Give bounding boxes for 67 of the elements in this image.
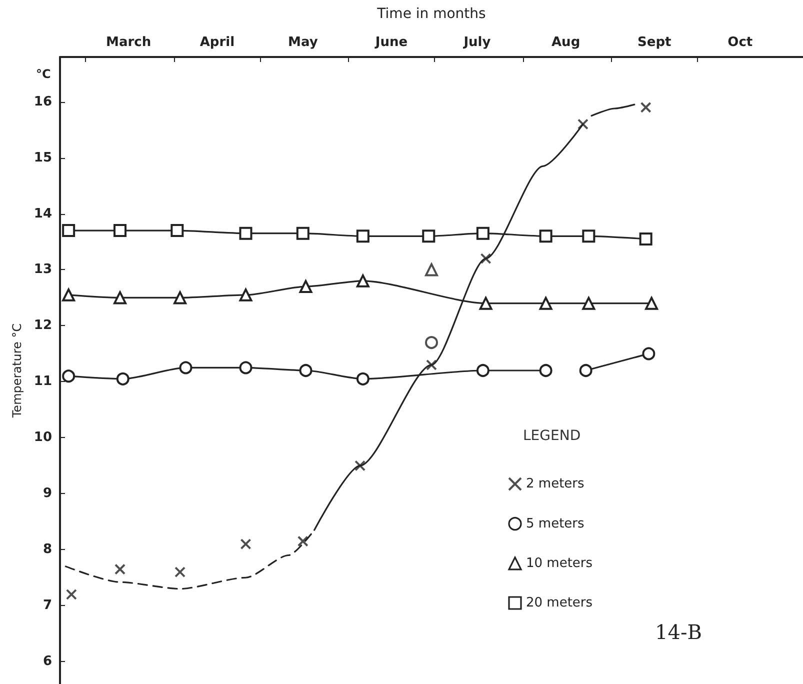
point [240, 538, 252, 550]
x-tick-label: Aug [552, 35, 580, 50]
point [539, 230, 552, 243]
legend-label: 20 meters [526, 596, 593, 610]
point [239, 288, 252, 302]
y-tick-label: 8 [42, 542, 52, 558]
y-tick-label: 16 [34, 94, 52, 110]
point [174, 566, 186, 578]
x-tick-label: April [200, 35, 235, 50]
legend-label: 10 meters [526, 556, 593, 571]
point [356, 372, 370, 386]
point [114, 224, 127, 238]
point [174, 291, 187, 304]
x-tick-label: May [288, 35, 318, 50]
point [116, 372, 130, 386]
point [476, 226, 490, 240]
point [356, 274, 370, 288]
y-tick-label: 11 [34, 374, 52, 390]
y-tick-label: 7 [42, 598, 52, 614]
point [114, 564, 126, 575]
y-tick-label: 10 [34, 430, 52, 446]
point [645, 296, 658, 310]
legend-label: 2 meters [526, 476, 585, 492]
x-tick-label: March [106, 35, 152, 50]
point [425, 263, 438, 276]
point [479, 296, 492, 310]
point [577, 118, 588, 130]
point [239, 226, 252, 240]
point [476, 364, 490, 377]
point [579, 364, 592, 377]
y-tick-label: 9 [42, 486, 52, 502]
point [582, 296, 596, 310]
point [539, 296, 552, 310]
x-tick-label: July [462, 35, 492, 50]
point [299, 280, 312, 294]
point [480, 253, 492, 264]
y-tick-label: 14 [34, 206, 52, 222]
point [642, 347, 656, 360]
x-axis-title: Time in months [376, 6, 486, 22]
point [539, 364, 552, 377]
point [354, 460, 366, 472]
point [297, 536, 308, 547]
point [640, 102, 652, 113]
point [179, 361, 192, 374]
text: °C [36, 67, 51, 81]
point [170, 224, 184, 238]
point [425, 336, 438, 350]
y-tick-label: 6 [42, 654, 52, 670]
x-tick-label: Oct [728, 35, 753, 50]
y-tick-label: 15 [34, 150, 52, 166]
x-tick-label: Sept [638, 35, 672, 50]
point [299, 364, 312, 377]
y-axis-title: Temperature °C [10, 323, 24, 419]
point [239, 361, 252, 374]
point [639, 232, 652, 246]
point [582, 230, 596, 243]
point [296, 226, 310, 240]
x-tick-label: June [374, 35, 408, 50]
point [356, 230, 370, 243]
point [114, 291, 127, 304]
point [422, 230, 436, 243]
legend-title: LEGEND [523, 428, 581, 444]
y-tick-label: 13 [34, 262, 52, 278]
y-tick-label: 12 [34, 318, 52, 334]
annotation: 14-B [655, 620, 702, 644]
point [426, 359, 437, 370]
legend-label: 5 meters [526, 516, 585, 532]
